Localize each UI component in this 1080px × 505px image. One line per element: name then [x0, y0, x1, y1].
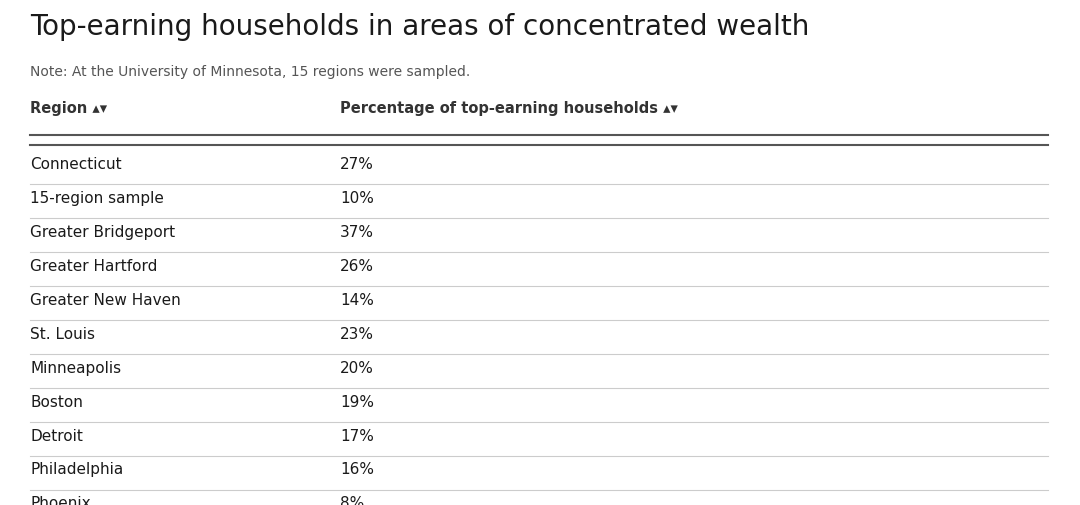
Text: Phoenix: Phoenix	[30, 496, 91, 505]
Text: 15-region sample: 15-region sample	[30, 191, 164, 206]
Text: 19%: 19%	[340, 394, 374, 410]
Text: Philadelphia: Philadelphia	[30, 463, 123, 477]
Text: Minneapolis: Minneapolis	[30, 361, 121, 376]
Text: St. Louis: St. Louis	[30, 327, 95, 342]
Text: 14%: 14%	[340, 293, 374, 308]
Text: Top-earning households in areas of concentrated wealth: Top-earning households in areas of conce…	[30, 14, 810, 41]
Text: Greater Hartford: Greater Hartford	[30, 259, 158, 274]
Text: 20%: 20%	[340, 361, 374, 376]
Text: 10%: 10%	[340, 191, 374, 206]
Text: Region ▴▾: Region ▴▾	[30, 101, 107, 116]
Text: 8%: 8%	[340, 496, 364, 505]
Text: Greater Bridgeport: Greater Bridgeport	[30, 225, 175, 240]
Text: 23%: 23%	[340, 327, 374, 342]
Text: Note: At the University of Minnesota, 15 regions were sampled.: Note: At the University of Minnesota, 15…	[30, 65, 471, 79]
Text: 16%: 16%	[340, 463, 374, 477]
Text: 26%: 26%	[340, 259, 374, 274]
Text: 27%: 27%	[340, 157, 374, 172]
Text: Boston: Boston	[30, 394, 83, 410]
Text: 37%: 37%	[340, 225, 374, 240]
Text: Detroit: Detroit	[30, 429, 83, 443]
Text: Percentage of top-earning households ▴▾: Percentage of top-earning households ▴▾	[340, 101, 678, 116]
Text: Connecticut: Connecticut	[30, 157, 122, 172]
Text: Greater New Haven: Greater New Haven	[30, 293, 181, 308]
Text: 17%: 17%	[340, 429, 374, 443]
